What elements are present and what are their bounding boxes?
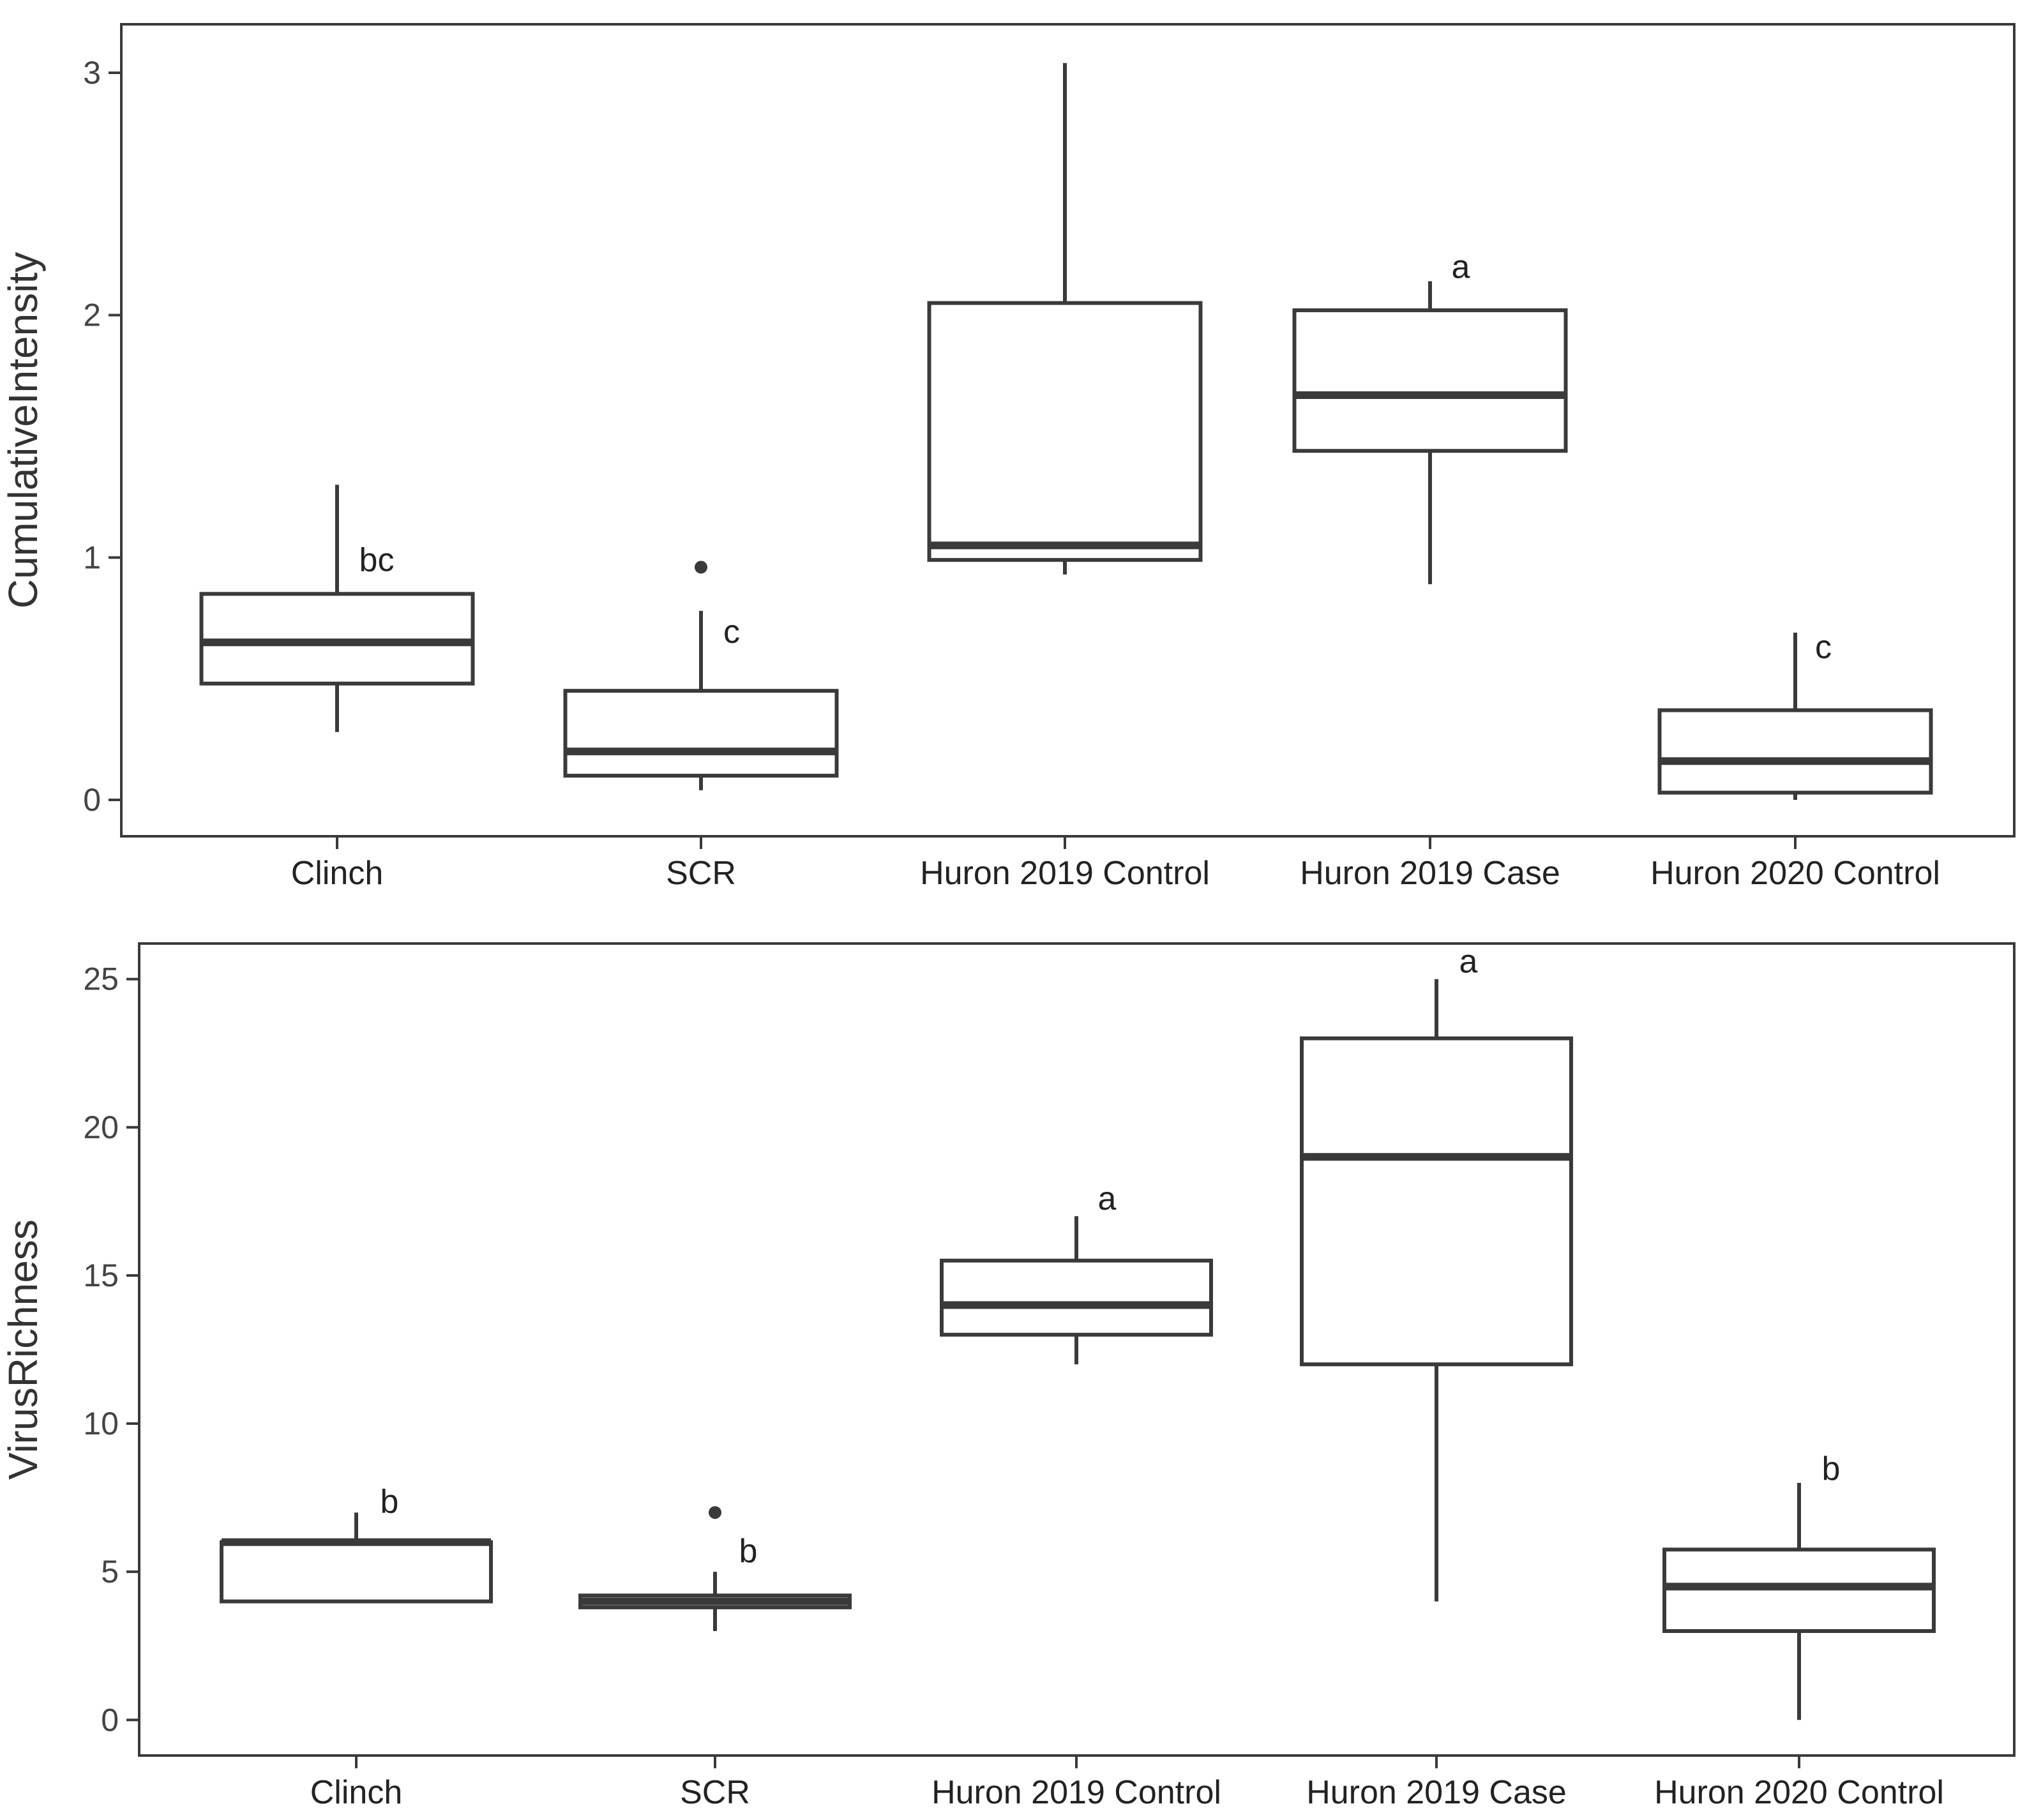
significance-letter: a <box>1452 248 1470 285</box>
y-axis-title: CumulativeIntensity <box>0 252 46 608</box>
iqr-box <box>1292 308 1568 453</box>
x-tick-label-huron-2019-case: Huron 2019 Case <box>1306 1774 1567 1811</box>
y-tick-label: 0 <box>101 1702 119 1738</box>
panel-cumulative-intensity: 0 1 2 3 CumulativeIntensity Clinch SCR Huron 20… <box>0 23 2016 892</box>
box-huron-2020-control: c <box>1657 629 1933 801</box>
iqr-box <box>927 301 1203 562</box>
x-tick-label-scr: SCR <box>680 1774 750 1811</box>
x-tick-label-huron-2019-control: Huron 2019 Control <box>931 1774 1221 1811</box>
y-tick-label: 10 <box>83 1406 119 1441</box>
iqr-box <box>940 1258 1213 1337</box>
x-tick-label-huron-2020-control: Huron 2020 Control <box>1654 1774 1944 1811</box>
y-tick-label: 15 <box>83 1258 119 1293</box>
iqr-box <box>1657 708 1933 795</box>
iqr-box <box>220 1540 493 1604</box>
box-huron-2019-case: a <box>1292 248 1568 585</box>
box-scr: c <box>563 560 839 790</box>
iqr-box <box>1300 1036 1573 1367</box>
x-tick-label-scr: SCR <box>666 855 736 892</box>
box-huron-2019-case: a <box>1300 944 1573 1602</box>
box-scr: b <box>578 1506 852 1632</box>
x-tick-label-huron-2019-control: Huron 2019 Control <box>920 855 1210 892</box>
box-huron-2019-control: ab <box>927 63 1203 575</box>
outlier-point <box>695 560 707 574</box>
significance-letter: b <box>381 1483 399 1520</box>
y-tick-label: 0 <box>83 782 101 818</box>
significance-letter: c <box>723 613 740 651</box>
significance-letter: a <box>1459 944 1478 981</box>
box-clinch: b <box>220 1483 493 1604</box>
x-tick-label-huron-2020-control: Huron 2020 Control <box>1650 855 1940 892</box>
y-tick-label: 5 <box>101 1554 119 1590</box>
panel-virus-richness: 0 5 10 15 20 25 VirusRichness Clinch SCR Huron 20… <box>0 942 2016 1811</box>
y-tick-label: 2 <box>83 297 101 333</box>
x-tick-label-huron-2019-case: Huron 2019 Case <box>1300 855 1560 892</box>
x-tick-label-clinch: Clinch <box>310 1774 403 1811</box>
significance-letter: b <box>739 1533 758 1570</box>
box-huron-2020-control: b <box>1662 1450 1936 1720</box>
y-tick-label: 1 <box>83 539 101 575</box>
x-tick-label-clinch: Clinch <box>291 855 384 892</box>
iqr-box <box>563 689 839 778</box>
y-axis-title: VirusRichness <box>0 1219 46 1480</box>
plot-frame <box>120 23 2016 838</box>
significance-letter: b <box>1822 1450 1841 1487</box>
y-tick-label: 25 <box>83 961 119 997</box>
box-clinch: bc <box>199 485 475 732</box>
significance-letter: c <box>1815 629 1832 666</box>
y-tick-label: 3 <box>83 55 101 91</box>
y-tick-label: 20 <box>83 1109 119 1145</box>
outlier-point <box>709 1506 721 1519</box>
significance-letter: bc <box>359 541 395 578</box>
significance-letter: a <box>1098 1180 1117 1217</box>
box-huron-2019-control: a <box>940 1180 1213 1365</box>
